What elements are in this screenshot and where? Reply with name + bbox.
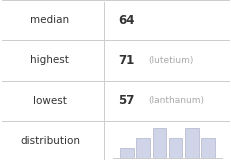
Text: (lutetium): (lutetium) xyxy=(148,56,193,65)
Text: 71: 71 xyxy=(118,54,134,67)
Text: highest: highest xyxy=(30,55,69,65)
Bar xyxy=(152,128,166,158)
Text: distribution: distribution xyxy=(20,136,80,146)
Text: 64: 64 xyxy=(118,14,134,27)
Bar xyxy=(169,138,182,158)
Bar xyxy=(120,148,134,158)
Text: 57: 57 xyxy=(118,94,134,107)
Text: median: median xyxy=(30,15,70,25)
Bar xyxy=(185,128,199,158)
Bar xyxy=(201,138,215,158)
Bar xyxy=(136,138,150,158)
Text: lowest: lowest xyxy=(33,96,67,106)
Text: (lanthanum): (lanthanum) xyxy=(148,96,204,105)
